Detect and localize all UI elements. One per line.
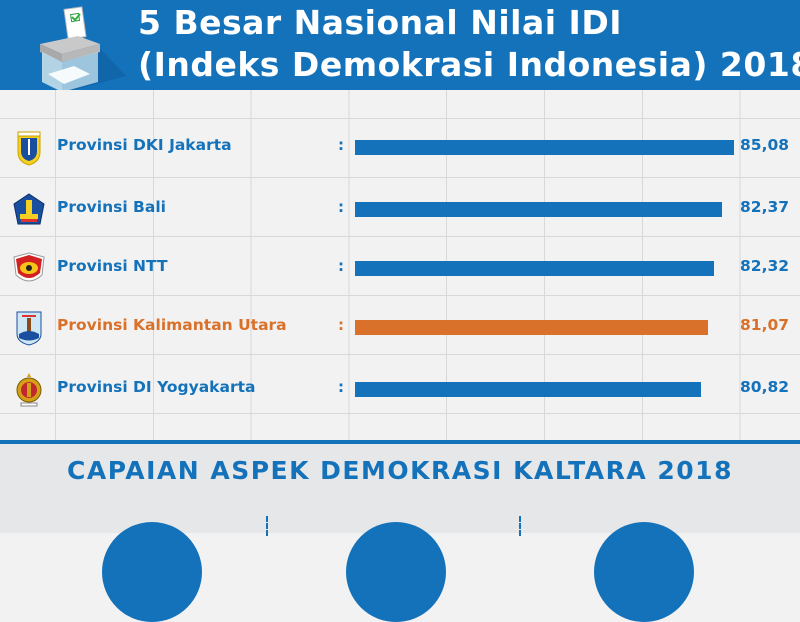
title-line-1: 5 Besar Nasional Nilai IDI [138,3,622,42]
dki-jakarta-emblem-icon [17,131,41,166]
row-label: Provinsi DKI Jakarta [57,136,232,154]
header-banner: 5 Besar Nasional Nilai IDI (Indeks Demok… [0,0,800,90]
column-separator [266,516,268,536]
row-separator: : [338,316,344,334]
aspect-circle-2 [346,522,446,622]
title-line-2: (Indeks Demokrasi Indonesia) 2018 [138,45,800,84]
column-separator [519,516,521,536]
row-label: Provinsi Kalimantan Utara [57,316,287,334]
page-title: 5 Besar Nasional Nilai IDI (Indeks Demok… [138,2,800,86]
row-value: 80,82 [740,378,790,396]
row-label: Provinsi DI Yogyakarta [57,378,256,396]
row-label: Provinsi NTT [57,257,168,275]
row-value: 82,32 [740,257,790,275]
section-kaltara: CAPAIAN ASPEK DEMOKRASI KALTARA 2018 [0,444,800,622]
row-value: 85,08 [740,136,790,154]
chart-row: Provinsi NTT : 82,32 [0,251,800,291]
kaltara-emblem-icon [16,311,42,346]
bar-kalimantan-utara [355,320,708,335]
bar-dki-jakarta [355,140,734,155]
bar-ntt [355,261,714,276]
row-value: 82,37 [740,198,790,216]
chart-row-highlight: Provinsi Kalimantan Utara : 81,07 [0,310,800,350]
row-separator: : [338,378,344,396]
chart-row: Provinsi Bali : 82,37 [0,192,800,232]
bali-emblem-icon [13,193,45,225]
chart-row: Provinsi DKI Jakarta : 85,08 [0,130,800,170]
row-separator: : [338,257,344,275]
bar-di-yogyakarta [355,382,701,397]
row-separator: : [338,136,344,154]
diy-emblem-icon [16,373,42,407]
row-value: 81,07 [740,316,790,334]
bar-bali [355,202,722,217]
chart-row: Provinsi DI Yogyakarta : 80,82 [0,372,800,412]
row-label: Provinsi Bali [57,198,166,216]
row-separator: : [338,198,344,216]
section-title: CAPAIAN ASPEK DEMOKRASI KALTARA 2018 [67,456,733,485]
ntt-emblem-icon [13,252,45,282]
aspect-circle-3 [594,522,694,622]
aspect-circle-1 [102,522,202,622]
ballot-box-icon [40,6,126,90]
section-divider [0,440,800,444]
